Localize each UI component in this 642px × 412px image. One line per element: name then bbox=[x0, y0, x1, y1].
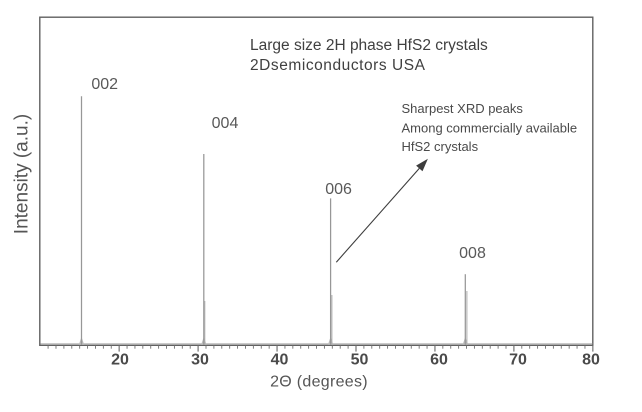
svg-text:30: 30 bbox=[191, 352, 209, 369]
svg-text:008: 008 bbox=[459, 245, 486, 262]
svg-text:002: 002 bbox=[91, 76, 118, 93]
svg-text:50: 50 bbox=[351, 352, 369, 369]
svg-text:70: 70 bbox=[509, 352, 527, 369]
svg-text:Intensity (a.u.): Intensity (a.u.) bbox=[12, 114, 33, 234]
svg-text:2Dsemiconductors USA: 2Dsemiconductors USA bbox=[250, 57, 426, 74]
svg-text:80: 80 bbox=[582, 352, 600, 369]
svg-text:HfS2 crystals: HfS2 crystals bbox=[402, 139, 479, 154]
svg-text:004: 004 bbox=[212, 115, 239, 132]
svg-text:006: 006 bbox=[325, 181, 352, 198]
svg-text:40: 40 bbox=[271, 352, 289, 369]
svg-text:Large size 2H phase HfS2 cryst: Large size 2H phase HfS2 crystals bbox=[250, 37, 488, 54]
svg-text:60: 60 bbox=[430, 352, 448, 369]
svg-text:Sharpest XRD peaks: Sharpest XRD peaks bbox=[402, 101, 524, 116]
svg-text:Among commercially available: Among commercially available bbox=[402, 121, 578, 136]
svg-text:2Θ (degrees): 2Θ (degrees) bbox=[270, 374, 368, 391]
svg-text:20: 20 bbox=[111, 352, 129, 369]
